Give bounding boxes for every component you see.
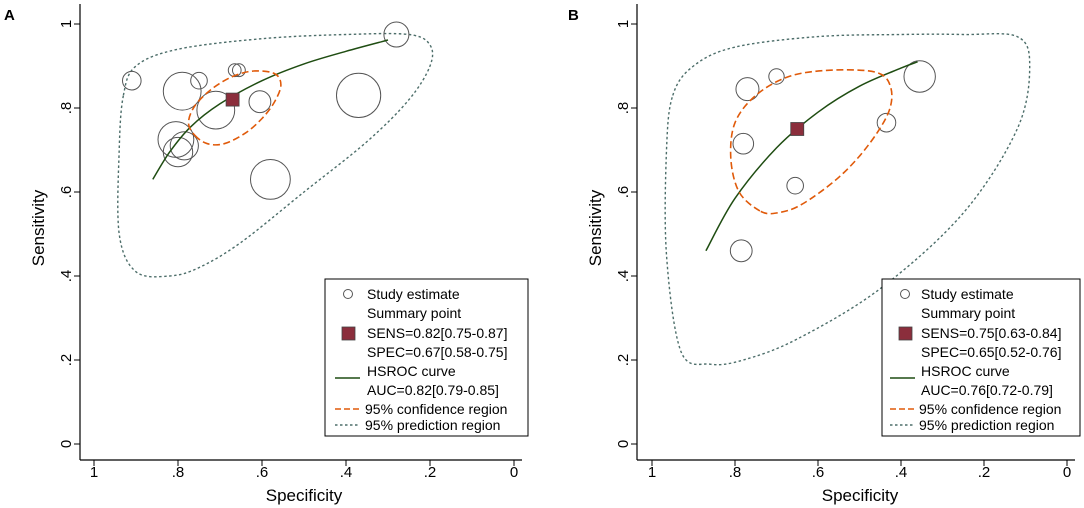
x-tick-label: .4 [340,464,353,481]
legend-summary-title: Summary point [921,305,1015,321]
y-tick-label: .2 [615,354,632,367]
confidence-region [729,69,893,215]
study-estimate-marker [162,71,202,111]
study-estimate-marker [162,136,194,168]
legend-summary-marker [898,326,913,341]
legend-summary-marker [341,326,356,341]
x-axis-title-b: Specificity [822,486,899,505]
study-estimate-marker [232,63,246,78]
legend-spec-text: SPEC=0.67[0.58-0.75] [367,344,508,360]
legend-study-marker [343,289,353,299]
study-estimate-marker [786,176,804,195]
x-tick-label: .2 [978,464,991,481]
chart-a-svg: A 0 .2 .4 .6 .8 1 1 .8 .6 .4 .2 0 Specif… [4,4,529,505]
legend-prediction-label: 95% prediction region [365,417,500,433]
study-estimate-marker [768,68,785,85]
x-tick-label: .2 [424,464,437,481]
legend-confidence-label: 95% confidence region [919,401,1061,417]
x-tick-label: .6 [256,464,269,481]
y-tick-label: 1 [615,20,632,28]
legend-study-label: Study estimate [367,286,460,302]
study-estimate-marker [735,77,760,102]
legend-sens-text: SENS=0.75[0.63-0.84] [921,325,1062,341]
x-tick-labels-b: 1 .8 .6 .4 .2 0 [648,464,1071,481]
x-tick-label: 1 [648,464,656,481]
legend-sens-text: SENS=0.82[0.75-0.87] [367,325,508,341]
x-tick-label: .6 [812,464,825,481]
y-tick-label: .4 [58,270,75,283]
study-estimate-marker [122,70,142,91]
chart-b-svg: B 0 .2 .4 .6 .8 1 1 .8 .6 .4 .2 0 Specif… [568,4,1081,505]
study-estimate-marker [190,71,208,90]
panel-label-a: A [4,7,15,24]
plot-geometry-a [74,4,522,466]
hsroc-curve [152,39,389,180]
x-tick-label: .8 [729,464,742,481]
x-tick-label: 0 [510,464,518,481]
panel-a: A 0 .2 .4 .6 .8 1 1 .8 .6 .4 .2 0 Specif… [4,4,529,505]
legend-study-marker [900,289,910,299]
study-estimate-marker [729,239,753,263]
hsroc-curve [705,61,918,252]
y-axis-title-b: Sensitivity [586,189,605,266]
legend-confidence-label: 95% confidence region [365,401,507,417]
confidence-region [187,70,282,146]
x-axis-title-a: Specificity [266,486,343,505]
prediction-region [117,32,434,278]
legend-b: Study estimate Summary point SENS=0.75[0… [881,278,1081,437]
y-tick-labels-b: 0 .2 .4 .6 .8 1 [615,20,632,448]
legend-spec-text: SPEC=0.65[0.52-0.76] [921,344,1062,360]
study-estimate-marker [250,159,291,200]
y-tick-label: .8 [58,102,75,115]
study-estimate-marker [248,90,272,114]
x-tick-label: .8 [172,464,185,481]
study-estimate-marker [227,63,242,78]
legend-box [324,278,529,437]
x-tick-label: .4 [895,464,908,481]
legend-box [881,278,1081,437]
legend-study-label: Study estimate [921,286,1014,302]
study-estimate-marker [876,112,897,133]
x-tick-label: 0 [1063,464,1071,481]
legend-a: Study estimate Summary point SENS=0.82[0… [324,278,529,437]
plot-geometry-b [631,4,1075,466]
legend-auc-text: AUC=0.82[0.79-0.85] [367,382,499,398]
study-estimate-marker [903,60,936,93]
x-tick-labels-a: 1 .8 .6 .4 .2 0 [90,464,518,481]
summary-point-marker [225,92,240,107]
panel-b: B 0 .2 .4 .6 .8 1 1 .8 .6 .4 .2 0 Specif… [542,0,1084,508]
y-tick-label: .6 [58,186,75,199]
legend-hsroc-title: HSROC curve [367,363,456,379]
legend-hsroc-title: HSROC curve [921,363,1010,379]
y-tick-label: 0 [58,440,75,448]
y-tick-label: 0 [615,440,632,448]
x-tick-label: 1 [90,464,98,481]
study-estimate-marker [383,21,410,48]
y-tick-label: .6 [615,186,632,199]
legend-summary-title: Summary point [367,305,461,321]
y-tick-label: .2 [58,354,75,367]
legend-auc-text: AUC=0.76[0.72-0.79] [921,382,1053,398]
prediction-region [664,33,1031,366]
y-tick-label: 1 [58,20,75,28]
y-axis-title-a: Sensitivity [29,189,48,266]
y-tick-label: .8 [615,102,632,115]
study-estimate-marker [196,90,236,130]
panel-label-b: B [568,7,579,24]
y-tick-labels-a: 0 .2 .4 .6 .8 1 [58,20,75,448]
y-tick-label: .4 [615,270,632,283]
summary-point-marker [790,122,805,136]
study-estimate-marker [169,131,199,161]
legend-prediction-label: 95% prediction region [919,417,1054,433]
study-estimate-marker [732,132,755,155]
study-estimate-marker [336,72,382,119]
